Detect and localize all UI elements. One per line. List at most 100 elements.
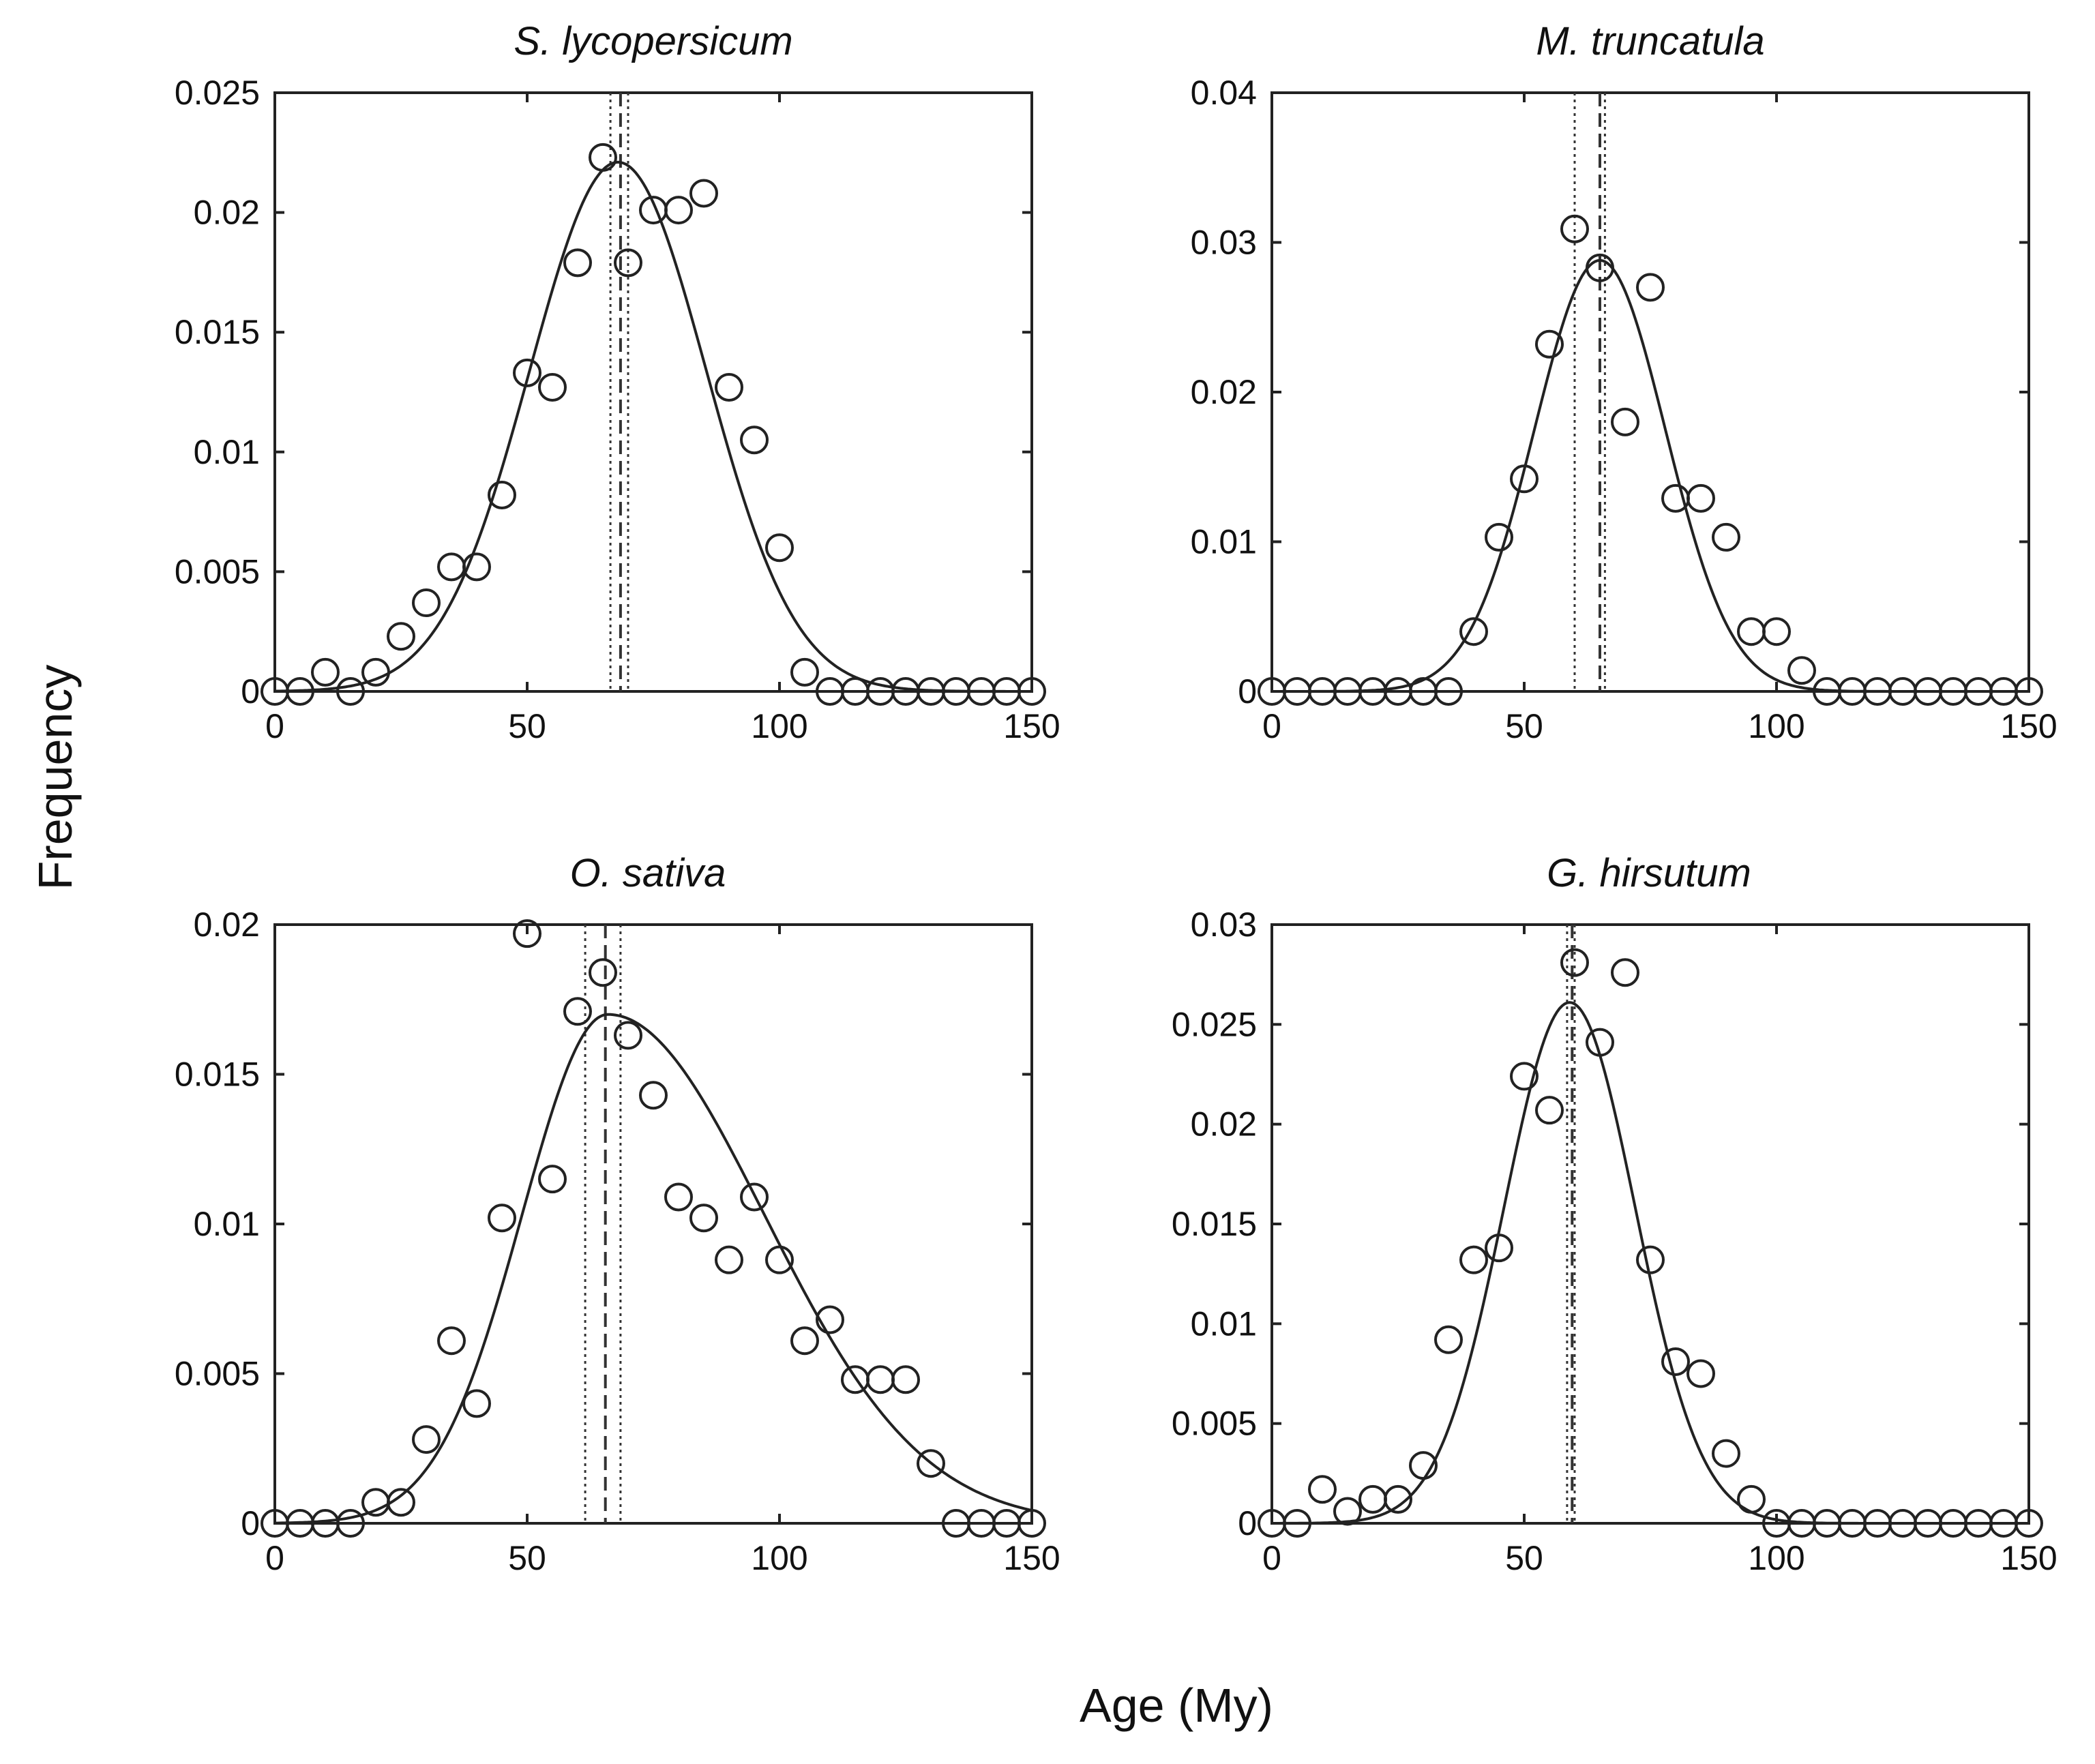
data-point <box>538 1165 567 1194</box>
data-point <box>488 1204 516 1233</box>
y-tick-label: 0.02 <box>194 194 260 232</box>
data-point <box>790 1326 819 1356</box>
data-point <box>387 1488 415 1517</box>
y-tick-label: 0.005 <box>175 1355 260 1393</box>
panel-title: M. truncatula <box>1536 19 1764 63</box>
panel-title: G. hirsutum <box>1547 851 1751 895</box>
y-tick-label: 0.01 <box>1191 523 1257 561</box>
plot-frame <box>1271 91 2030 693</box>
y-tick-label: 0.005 <box>1172 1405 1257 1443</box>
data-point <box>1560 948 1589 977</box>
x-tick-label: 0 <box>1262 1539 1281 1577</box>
data-point <box>917 1449 945 1478</box>
data-point <box>689 179 718 208</box>
data-point <box>715 1245 743 1274</box>
data-point <box>311 657 340 687</box>
data-point <box>1712 522 1740 552</box>
panel-title: O. sativa <box>570 851 726 895</box>
data-point <box>664 1182 693 1212</box>
panel-m-truncatula: M. truncatula 0 50 100 150 0 0.01 0.02 0.03 0.04 <box>1191 19 2057 745</box>
plot-frame <box>273 923 1033 1525</box>
y-tick-label: 0.02 <box>194 906 260 944</box>
x-tick-label: 50 <box>1505 707 1543 745</box>
data-point <box>1787 656 1816 685</box>
data-point <box>563 997 592 1026</box>
data-point <box>1485 1234 1513 1263</box>
data-point <box>715 372 743 402</box>
reference-lines <box>584 925 622 1523</box>
data-point <box>866 1365 895 1394</box>
data-point <box>538 372 567 402</box>
data-point <box>765 1245 794 1274</box>
y-tick-label: 0.01 <box>194 433 260 471</box>
axis-ticks: 0 50 100 150 0 0.01 0.02 0.03 0.04 <box>1191 74 2057 745</box>
data-point <box>1333 1497 1362 1526</box>
y-tick-label: 0.01 <box>194 1205 260 1243</box>
x-tick-label: 50 <box>508 1539 546 1577</box>
y-tick-label: 0.01 <box>1191 1304 1257 1343</box>
data-point <box>1586 253 1614 282</box>
x-tick-label: 150 <box>1003 707 1060 745</box>
data-point <box>1762 617 1791 646</box>
y-axis-label: Frequency <box>29 665 82 891</box>
y-tick-label: 0 <box>241 672 260 711</box>
data-point <box>1358 1484 1387 1514</box>
data-point <box>1661 483 1690 513</box>
data-point <box>563 248 592 278</box>
y-tick-label: 0 <box>241 1504 260 1542</box>
y-tick-label: 0.03 <box>1191 906 1257 944</box>
data-point <box>1636 273 1665 302</box>
fit-curve <box>1272 258 2029 693</box>
data-point <box>1434 677 1463 706</box>
data-point <box>462 552 491 582</box>
data-point <box>816 1305 844 1334</box>
data-point <box>387 622 415 651</box>
y-tick-label: 0.015 <box>175 313 260 351</box>
axis-ticks: 0 50 100 150 0 0.005 0.01 0.015 0.02 <box>175 906 1060 1577</box>
data-point <box>437 552 466 582</box>
y-tick-label: 0.02 <box>1191 373 1257 411</box>
panel-s-lycopersicum: S. lycopersicum 0 50 100 150 0 0.005 0.01 0.015… <box>175 19 1060 745</box>
data-point <box>1712 1439 1740 1468</box>
data-point <box>513 919 541 948</box>
data-point <box>614 1021 642 1050</box>
data-point <box>664 196 693 225</box>
x-tick-label: 150 <box>2000 1539 2057 1577</box>
data-point <box>589 958 617 987</box>
data-point <box>462 1389 491 1418</box>
data-point <box>488 481 516 510</box>
data-point <box>286 677 314 706</box>
data-point <box>1611 407 1639 436</box>
data-point <box>1434 1325 1463 1354</box>
data-point <box>689 1204 718 1233</box>
data-point <box>412 588 441 618</box>
data-point <box>1586 1028 1614 1057</box>
data-point <box>336 677 365 706</box>
panel-title: S. lycopersicum <box>514 19 792 63</box>
plot-frame <box>273 91 1033 693</box>
data-point <box>513 358 541 387</box>
y-tick-label: 0 <box>1238 1504 1257 1542</box>
data-point <box>1611 958 1639 987</box>
data-point <box>790 657 819 687</box>
data-point <box>1535 329 1564 359</box>
reference-lines <box>1573 93 1606 691</box>
data-point <box>2015 677 2043 706</box>
data-point <box>1459 1245 1488 1274</box>
data-point <box>1485 522 1513 552</box>
fit-curve <box>274 160 1032 693</box>
x-tick-label: 150 <box>2000 707 2057 745</box>
x-tick-label: 100 <box>1748 1539 1804 1577</box>
fit-curve <box>1272 1001 2029 1525</box>
panel-o-sativa: O. sativa 0 50 100 150 0 0.005 0.01 0.015 0.02 <box>175 851 1060 1577</box>
reference-lines <box>1566 925 1576 1523</box>
plot-frame <box>1271 923 2030 1525</box>
axis-ticks: 0 50 100 150 0 0.005 0.01 0.015 0.02 0.025 <box>175 74 1060 745</box>
data-point <box>336 1509 365 1538</box>
data-point <box>412 1425 441 1454</box>
data-point <box>1017 677 1046 706</box>
y-tick-label: 0.015 <box>1172 1205 1257 1243</box>
data-point <box>740 1182 769 1212</box>
data-point <box>765 533 794 563</box>
